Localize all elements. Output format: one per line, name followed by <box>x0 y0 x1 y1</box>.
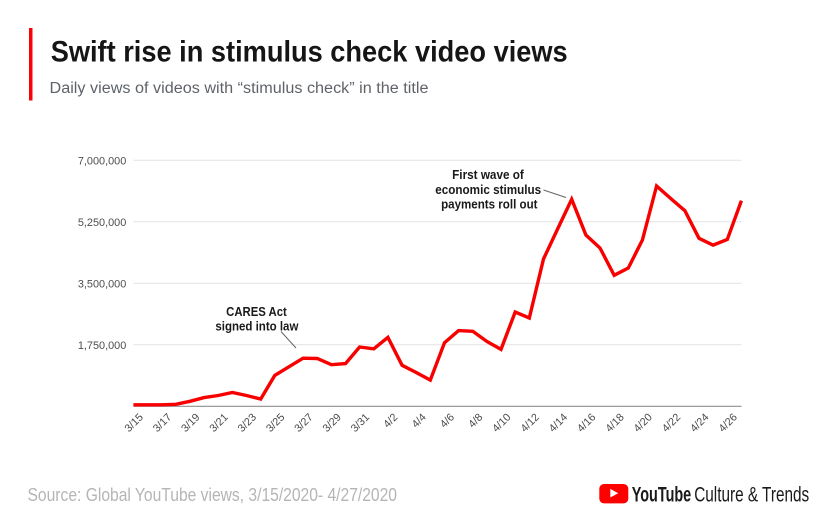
svg-text:5,250,000: 5,250,000 <box>78 217 126 229</box>
svg-text:CARES Act: CARES Act <box>226 305 287 319</box>
svg-text:payments roll out: payments roll out <box>441 196 538 211</box>
svg-text:Culture & Trends: Culture & Trends <box>694 481 809 506</box>
svg-text:Daily views of videos with “st: Daily views of videos with “stimulus che… <box>50 80 429 97</box>
svg-text:Swift rise in stimulus check v: Swift rise in stimulus check video views <box>51 35 568 68</box>
svg-text:economic stimulus: economic stimulus <box>435 182 541 197</box>
svg-text:First wave of: First wave of <box>452 167 524 182</box>
svg-text:1,750,000: 1,750,000 <box>78 340 126 352</box>
svg-text:YouTube: YouTube <box>632 481 692 506</box>
svg-text:signed into law: signed into law <box>215 320 298 334</box>
svg-text:7,000,000: 7,000,000 <box>78 156 126 168</box>
svg-text:3,500,000: 3,500,000 <box>78 279 126 291</box>
svg-text:Source: Global YouTube views,: Source: Global YouTube views, 3/15/2020-… <box>28 484 398 505</box>
